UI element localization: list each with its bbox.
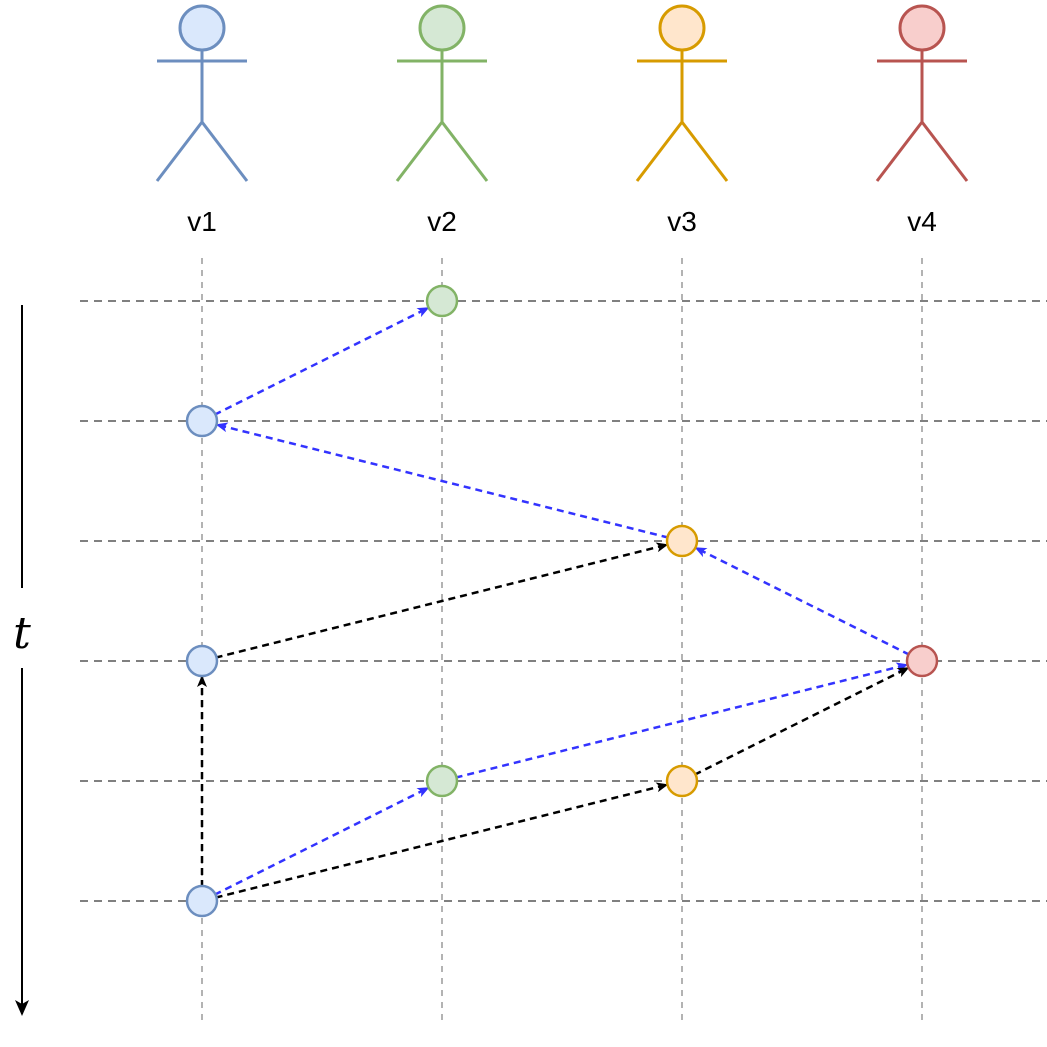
actor-head-v3 xyxy=(658,4,706,52)
message-arrow-v3-to-v4-5 xyxy=(683,667,910,782)
lifelines xyxy=(201,258,923,1025)
actor-v3: v3 xyxy=(635,4,729,237)
actor-label-v3: v3 xyxy=(667,206,697,237)
event-node-v4-4 xyxy=(905,644,939,678)
event-node-v1-1 xyxy=(185,404,219,438)
actor-right-leg-v1 xyxy=(200,121,249,182)
actor-label-v2: v2 xyxy=(427,206,457,237)
actor-head-v4 xyxy=(898,4,946,52)
message-arrow-v1-to-v2-0 xyxy=(203,307,430,422)
actor-v4: v4 xyxy=(875,4,969,237)
actor-left-leg-v1 xyxy=(155,121,204,182)
message-arrow-v1-to-v3-3 xyxy=(203,542,669,662)
actor-label-v1: v1 xyxy=(187,206,217,237)
actor-right-leg-v4 xyxy=(920,121,969,182)
actor-right-leg-v3 xyxy=(680,121,729,182)
message-arrow-v1-to-v3-8 xyxy=(203,782,669,902)
actor-v2: v2 xyxy=(395,4,489,237)
actors: v1 v2 v3 v4 xyxy=(155,4,969,237)
message-arrow-v4-to-v3-2 xyxy=(694,547,921,662)
event-node-v2-0 xyxy=(425,284,459,318)
actor-head-v1 xyxy=(178,4,226,52)
actor-left-leg-v3 xyxy=(635,121,684,182)
event-node-v1-7 xyxy=(185,884,219,918)
actor-left-leg-v4 xyxy=(875,121,924,182)
event-node-v1-3 xyxy=(185,644,219,678)
time-axis-label: t xyxy=(13,608,31,659)
actor-left-leg-v2 xyxy=(395,121,444,182)
events xyxy=(185,284,939,918)
event-node-v3-6 xyxy=(665,764,699,798)
event-node-v2-5 xyxy=(425,764,459,798)
grid-lines xyxy=(80,300,1047,902)
message-arrow-v1-to-v2-7 xyxy=(203,787,430,902)
actor-label-v4: v4 xyxy=(907,206,937,237)
event-node-v3-2 xyxy=(665,524,699,558)
messages xyxy=(197,307,921,902)
time-axis: t xyxy=(13,305,31,1016)
message-arrow-v3-to-v1-1 xyxy=(215,422,681,542)
message-arrow-v2-to-v4-4 xyxy=(443,662,909,782)
actor-right-leg-v2 xyxy=(440,121,489,182)
actor-head-v2 xyxy=(418,4,466,52)
actor-v1: v1 xyxy=(155,4,249,237)
